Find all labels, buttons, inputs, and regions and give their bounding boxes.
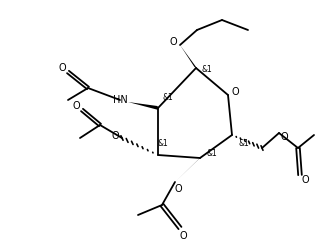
Text: &1: &1 [163, 93, 173, 103]
Text: O: O [174, 184, 182, 194]
Text: O: O [169, 37, 177, 47]
Text: O: O [179, 231, 187, 241]
Text: HN: HN [113, 95, 127, 105]
Polygon shape [175, 156, 201, 182]
Text: &1: &1 [239, 139, 249, 147]
Text: O: O [231, 87, 239, 97]
Text: O: O [301, 175, 309, 185]
Polygon shape [128, 102, 159, 110]
Text: O: O [58, 63, 66, 73]
Text: &1: &1 [202, 66, 212, 75]
Polygon shape [180, 45, 198, 69]
Text: &1: &1 [158, 139, 168, 147]
Text: O: O [280, 132, 288, 142]
Text: &1: &1 [207, 148, 217, 158]
Text: O: O [72, 101, 80, 111]
Text: O: O [111, 131, 119, 141]
